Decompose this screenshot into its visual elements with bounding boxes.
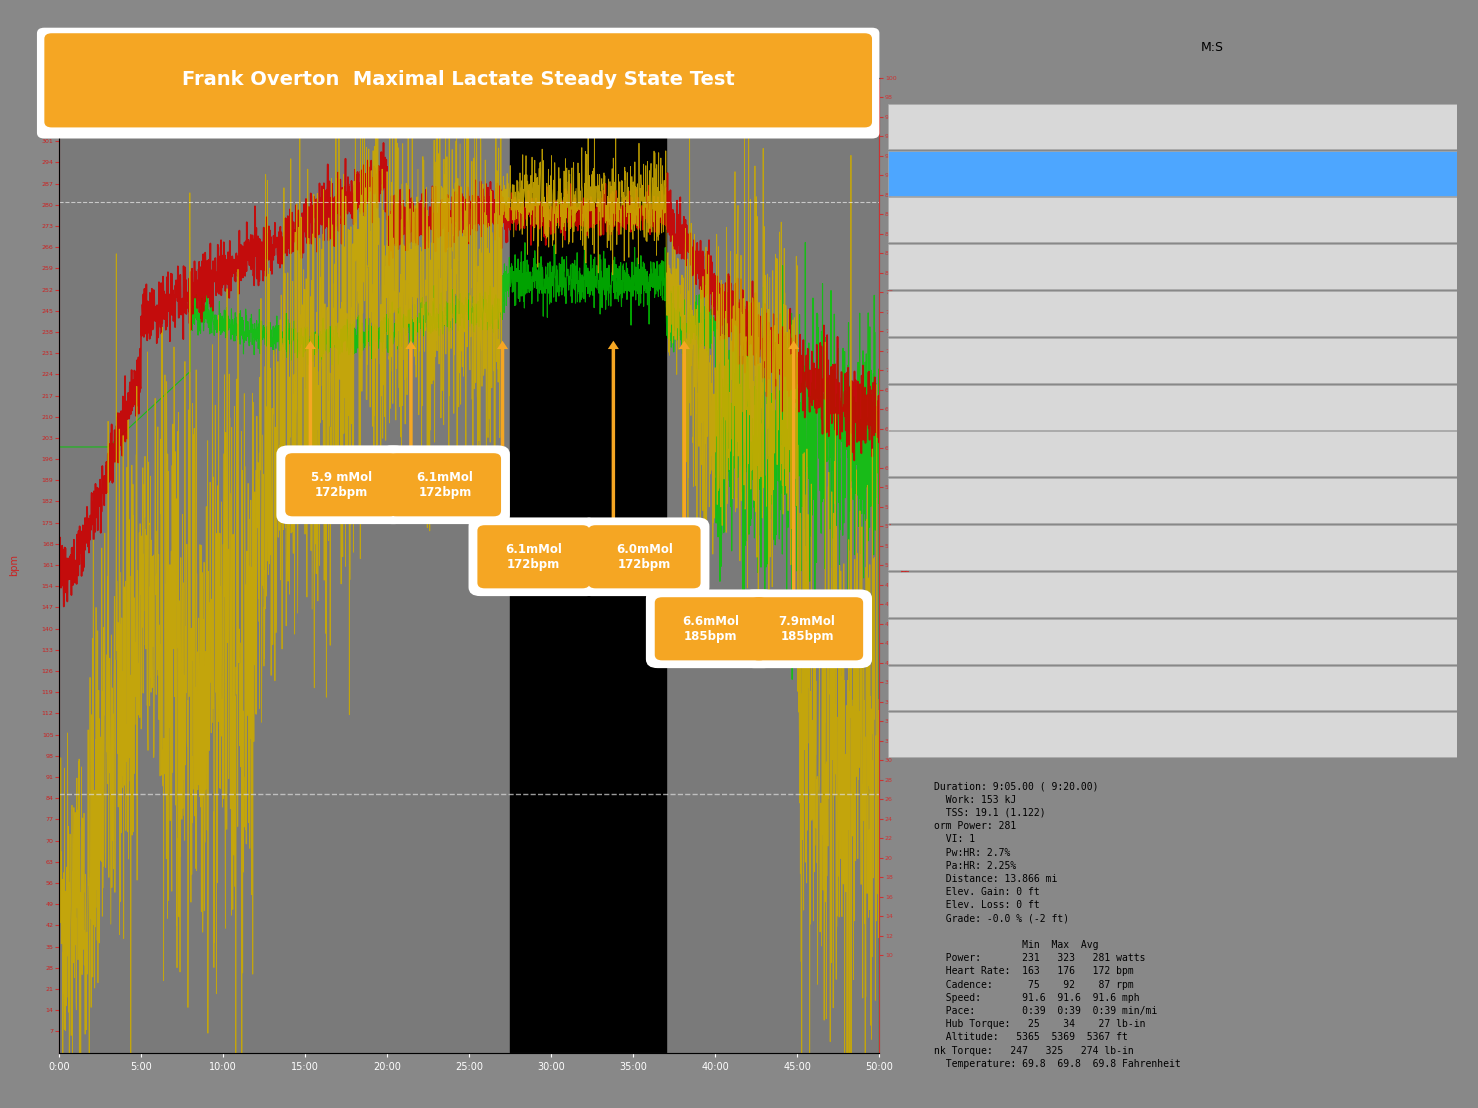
Text: 3rd Nine Min Stage @ 291w: 3rd Nine Min Stage @ 291w xyxy=(1042,214,1197,224)
Text: □: □ xyxy=(984,119,996,132)
FancyBboxPatch shape xyxy=(888,479,1457,523)
FancyBboxPatch shape xyxy=(888,338,1457,382)
FancyBboxPatch shape xyxy=(888,712,1457,757)
Text: □: □ xyxy=(928,587,940,599)
FancyBboxPatch shape xyxy=(888,618,1457,664)
Text: □: □ xyxy=(984,352,996,366)
Text: □: □ xyxy=(928,306,940,319)
Text: bpm: bpm xyxy=(9,554,19,576)
Bar xyxy=(510,78,667,1053)
Text: □: □ xyxy=(928,259,940,273)
FancyBboxPatch shape xyxy=(888,104,1457,148)
Text: □: □ xyxy=(984,447,996,460)
Text: Duration: 9:05.00 ( 9:20.00)
  Work: 153 kJ
  TSS: 19.1 (1.122)
orm Power: 281
 : Duration: 9:05.00 ( 9:20.00) Work: 153 k… xyxy=(934,781,1181,1069)
Text: MLSS @ 281w_172bpm: MLSS @ 281w_172bpm xyxy=(1042,166,1172,177)
Text: 6.6mMol
185bpm: 6.6mMol 185bpm xyxy=(683,615,739,643)
Text: □: □ xyxy=(928,352,940,366)
Text: Peak 30s (298 watts): Peak 30s (298 watts) xyxy=(1042,448,1159,458)
FancyBboxPatch shape xyxy=(888,666,1457,710)
Text: Peak 2min (293 watts): Peak 2min (293 watts) xyxy=(1042,542,1168,552)
Text: □: □ xyxy=(928,400,940,412)
Title: MLSS @ 281w_172bpm: MLSS @ 281w_172bpm xyxy=(396,63,542,76)
Text: □: □ xyxy=(928,119,940,132)
Text: □: □ xyxy=(984,727,996,740)
Text: □: □ xyxy=(928,727,940,740)
Text: 6.0mMol
172bpm: 6.0mMol 172bpm xyxy=(616,543,672,571)
FancyBboxPatch shape xyxy=(888,291,1457,336)
Text: □: □ xyxy=(984,587,996,599)
Text: Peak 20s (299 watts): Peak 20s (299 watts) xyxy=(1042,401,1160,411)
FancyBboxPatch shape xyxy=(888,151,1457,195)
Text: □: □ xyxy=(984,213,996,225)
Text: 1st Nine Minuter: 1st Nine Minuter xyxy=(1042,121,1135,131)
Text: □: □ xyxy=(984,306,996,319)
FancyBboxPatch shape xyxy=(888,431,1457,476)
Text: □: □ xyxy=(928,680,940,694)
Text: □: □ xyxy=(984,493,996,506)
Text: Frank Overton  Maximal Lactate Steady State Test: Frank Overton Maximal Lactate Steady Sta… xyxy=(182,70,735,90)
Text: 6.1mMol
172bpm: 6.1mMol 172bpm xyxy=(417,471,473,499)
Text: 6.1mMol
172bpm: 6.1mMol 172bpm xyxy=(505,543,562,571)
Text: □: □ xyxy=(928,165,940,178)
FancyBboxPatch shape xyxy=(888,525,1457,570)
Text: □: □ xyxy=(928,213,940,225)
Text: M:S: M:S xyxy=(1202,41,1224,53)
FancyBboxPatch shape xyxy=(888,197,1457,243)
Text: Peak 10min (289 watts): Peak 10min (289 watts) xyxy=(1042,635,1175,645)
Text: □: □ xyxy=(984,165,996,178)
Text: □: □ xyxy=(984,540,996,553)
Text: □: □ xyxy=(984,259,996,273)
Text: Peak 1min (295 watts): Peak 1min (295 watts) xyxy=(1042,495,1168,505)
FancyBboxPatch shape xyxy=(888,384,1457,430)
Text: Peak 30min (279 watts): Peak 30min (279 watts) xyxy=(1042,729,1175,739)
Text: Peak 5s (313 watts): Peak 5s (313 watts) xyxy=(1042,308,1151,318)
Text: □: □ xyxy=(928,447,940,460)
Text: □: □ xyxy=(928,493,940,506)
FancyBboxPatch shape xyxy=(888,244,1457,289)
Text: □: □ xyxy=(984,634,996,647)
Text: □: □ xyxy=(984,680,996,694)
Text: 7.9mMol
185bpm: 7.9mMol 185bpm xyxy=(779,615,835,643)
Text: Peak 20min (284 watts): Peak 20min (284 watts) xyxy=(1042,681,1175,692)
Text: Peak 5min (292 watts): Peak 5min (292 watts) xyxy=(1042,588,1168,598)
Text: 5.9 mMol
172bpm: 5.9 mMol 172bpm xyxy=(310,471,372,499)
Text: Entire workout (222 watts): Entire workout (222 watts) xyxy=(1042,260,1191,270)
Text: □: □ xyxy=(928,540,940,553)
FancyBboxPatch shape xyxy=(888,572,1457,617)
Y-axis label: rpm: rpm xyxy=(900,555,909,575)
Text: □: □ xyxy=(928,634,940,647)
Text: Peak 10s (302 watts): Peak 10s (302 watts) xyxy=(1042,355,1159,365)
Text: □: □ xyxy=(984,400,996,412)
